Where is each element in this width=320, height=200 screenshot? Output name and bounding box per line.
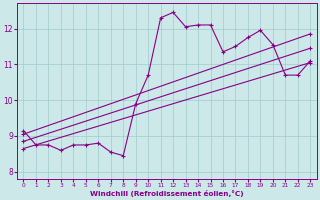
X-axis label: Windchill (Refroidissement éolien,°C): Windchill (Refroidissement éolien,°C)	[90, 190, 244, 197]
